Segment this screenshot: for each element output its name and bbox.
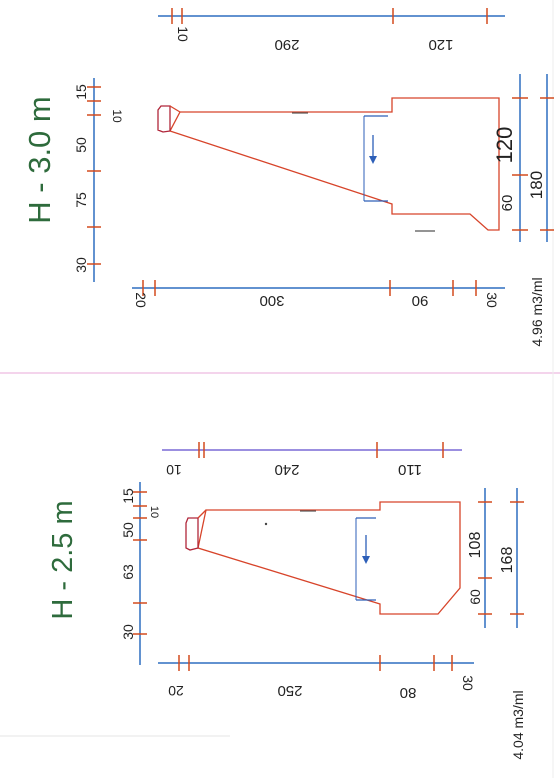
wall-body-h25 — [197, 501, 461, 615]
bottom-dim-h25-2: 80 — [400, 684, 417, 701]
panel-title-h30: H - 3.0 m — [22, 96, 57, 223]
panel-title-h25: H - 2.5 m — [47, 500, 79, 619]
wall-body-h30 — [169, 97, 500, 231]
volume-h25: 4.04 m3/ml — [510, 690, 526, 759]
left-dimension-h30: 15 10 50 75 30 — [73, 78, 124, 282]
bottom-dim-h30-3: 30 — [484, 292, 500, 308]
left-dim-h30-4: 30 — [73, 257, 89, 273]
top-dim-h25-0: 10 — [166, 462, 182, 478]
right-dim-h25-2: 168 — [499, 547, 516, 574]
right-dimension-h25: 108 60 168 — [467, 488, 524, 628]
left-dim-h25-2: 50 — [120, 522, 136, 538]
bottom-dim-h25-1: 250 — [277, 682, 302, 699]
left-dim-h25-3: 63 — [120, 564, 136, 580]
left-dim-h30-2: 50 — [73, 137, 89, 153]
wall-section-h25 — [185, 501, 461, 615]
bottom-dim-h30-2: 90 — [412, 292, 429, 309]
right-dim-h30-0: 120 — [492, 127, 517, 164]
top-dim-h25-2: 110 — [398, 461, 422, 478]
wall-section-h30 — [157, 97, 500, 232]
bottom-dimension-h30: 20 300 90 30 — [132, 280, 505, 309]
bottom-dim-h25-0: 20 — [168, 683, 184, 699]
left-dim-h25-0: 15 — [120, 488, 136, 504]
right-dimension-h30: 120 60 180 — [492, 74, 554, 242]
left-dimension-h25: 15 10 50 63 30 — [120, 482, 160, 665]
top-dim-h30-2: 120 — [428, 36, 453, 53]
volume-h30: 4.96 m3/ml — [529, 277, 545, 346]
panel-h30: 10 290 120 H - 3.0 m 15 10 50 75 30 — [22, 8, 554, 347]
right-dim-h25-0: 108 — [467, 532, 484, 559]
left-dim-h30-0: 15 — [73, 84, 89, 100]
right-dim-h30-2: 180 — [527, 171, 546, 199]
top-dim-h25-1: 240 — [274, 461, 299, 478]
top-dim-h30-1: 290 — [274, 36, 299, 53]
right-dim-h30-1: 60 — [499, 195, 516, 212]
left-dim-h25-4: 30 — [120, 624, 136, 640]
left-dim-h25-1: 10 — [148, 506, 160, 518]
bottom-dim-h25-3: 30 — [460, 675, 476, 691]
panel-h25: 10 240 110 H - 2.5 m 15 10 50 63 30 — [47, 442, 526, 760]
left-dim-h30-3: 75 — [73, 192, 89, 208]
bottom-dimension-h25: 20 250 80 30 — [158, 655, 476, 701]
top-dim-h30-0: 10 — [175, 26, 191, 42]
weep-seal-h30 — [157, 105, 171, 133]
left-dim-h30-1: 10 — [110, 109, 124, 123]
bottom-dim-h30-0: 20 — [133, 292, 149, 308]
top-dimension-h25: 10 240 110 — [162, 442, 462, 478]
right-dim-h25-1: 60 — [467, 589, 483, 605]
bottom-dim-h30-1: 300 — [259, 292, 284, 309]
weep-seal-h25 — [185, 517, 199, 551]
top-dimension-h30: 10 290 120 — [158, 8, 505, 53]
